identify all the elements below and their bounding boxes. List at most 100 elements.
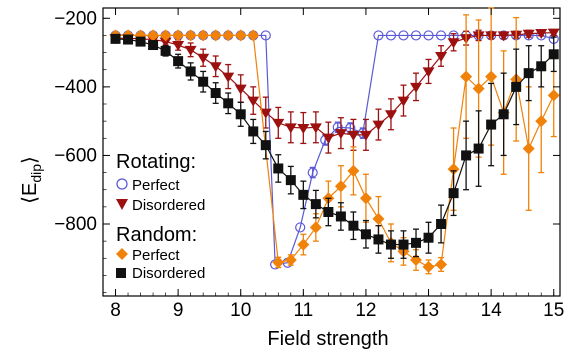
data-point [307,167,318,178]
data-point [347,130,360,141]
data-point [235,109,246,120]
data-point [334,180,347,193]
data-point [297,124,310,134]
data-point [184,29,197,42]
legend-marker-random-disordered [116,268,126,278]
data-point [159,37,172,48]
x-tick-label: 15 [543,300,564,321]
data-point [360,229,371,240]
x-tick-label: 8 [110,300,121,321]
legend-title-random: Random: [116,224,197,246]
data-point [284,123,297,134]
legend-title-rotating: Rotating: [116,151,196,173]
x-tick-label: 13 [418,300,439,321]
data-point [384,110,397,121]
data-point [123,34,134,45]
x-tick-label: 12 [355,300,376,321]
y-axis-title: ⟨Edip⟩ [19,156,44,204]
data-point [223,98,234,109]
data-point [197,53,210,64]
data-point [511,81,522,92]
data-point [135,36,146,47]
legend-marker-rotating-perfect [116,178,128,190]
legend-label-random-disordered: Disordered [132,265,205,282]
data-point [309,221,322,234]
legend-label-random-perfect: Perfect [132,247,180,264]
plot-frame [102,7,561,297]
data-point [385,30,397,41]
data-point [209,29,222,42]
data-point [435,258,448,271]
data-point [373,30,384,41]
data-point [160,45,171,56]
data-point [334,129,347,140]
data-point [234,84,247,95]
data-point [398,30,409,41]
data-point [197,29,210,42]
data-point [173,56,184,67]
data-point [247,96,260,107]
data-point [423,232,434,243]
x-tick-label: 14 [481,300,503,321]
data-point [497,31,510,42]
data-point [422,260,435,273]
data-point [436,219,447,229]
data-point [522,142,535,155]
data-point [285,175,296,186]
data-point [198,76,209,87]
data-point [535,115,548,128]
data-point [322,133,335,144]
data-point [385,239,396,250]
data-point [260,30,271,41]
data-point [348,220,359,231]
data-point [210,88,221,99]
data-point [259,108,272,119]
y-tick-label: −400 [54,77,97,98]
data-point [372,120,385,131]
data-point [447,163,460,176]
data-point [522,29,535,40]
data-point [372,212,385,225]
y-axis-title-sub: dip [28,164,44,183]
data-point [222,72,235,83]
axis-ticks: 8 9 10 11 12 13 14 15 −200 −400 −600 −800 [54,8,564,321]
data-point [398,239,409,250]
y-tick-label: −600 [54,145,97,166]
data-point [485,70,498,83]
series-rotating-disordered [109,28,560,154]
data-point [184,45,197,56]
legend-marker-random-perfect [116,248,128,260]
data-point [222,29,235,42]
data-point [185,66,196,77]
data-point [397,96,410,107]
data-point [498,109,509,120]
data-point [347,164,360,177]
x-tick-label: 9 [173,300,184,321]
data-point [461,150,472,161]
data-point [435,52,448,62]
data-point [159,29,172,42]
data-point [297,238,310,251]
legend-label-rotating-perfect: Perfect [132,177,180,194]
data-point [422,67,435,78]
data-point [447,38,460,49]
data-point [523,68,534,79]
data-point [148,40,159,51]
x-tick-label: 10 [230,300,251,321]
data-point [435,30,447,41]
data-point [272,256,285,269]
data-point [309,123,322,134]
y-axis-title-main: ⟨E [19,183,41,204]
y-tick-label: −200 [54,8,97,29]
y-axis-title-close: ⟩ [19,156,41,164]
plot-area [102,7,561,297]
data-point [260,140,271,151]
data-point [147,29,160,42]
data-point [247,29,260,42]
legend: Rotating: Perfect Disordered Random: Per… [116,151,205,282]
series-random-disordered [110,33,559,259]
data-point [536,61,547,72]
data-point [248,126,259,137]
data-point [172,41,185,52]
